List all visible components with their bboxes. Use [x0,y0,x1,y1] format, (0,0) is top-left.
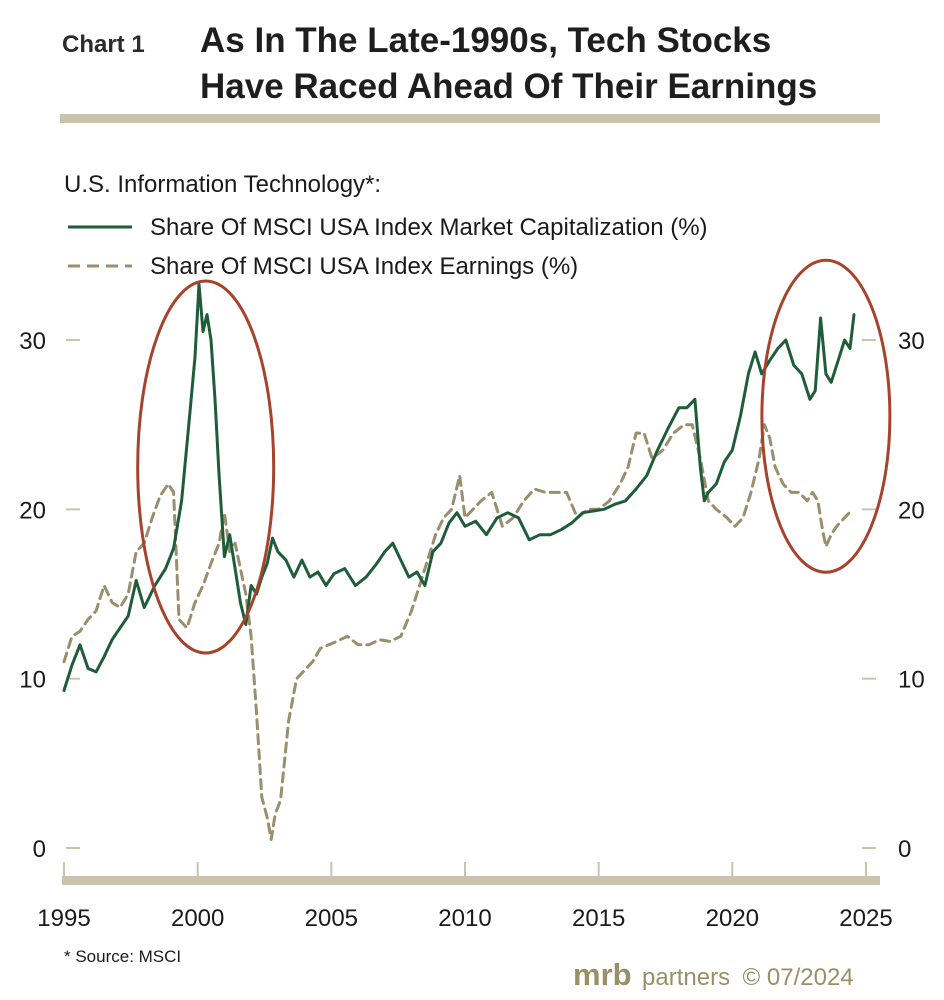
x-tick-label: 2015 [572,905,625,932]
y-tick-label-right: 30 [898,328,925,355]
y-tick-label-right: 10 [898,667,925,694]
y-tick-label-right: 0 [898,836,911,863]
x-tick-label: 2000 [171,905,224,932]
x-tick-label: 2020 [706,905,759,932]
brand-copyright: © 07/2024 [743,964,854,991]
title-rule [60,114,880,123]
brand-name: partners [642,964,730,991]
source-footnote: * Source: MSCI [64,947,181,966]
y-tick-label-left: 0 [33,836,46,863]
chart-title-line-2: Have Raced Ahead Of Their Earnings [200,67,817,106]
market-cap-share-line [62,282,856,692]
legend-label-market-cap: Share Of MSCI USA Index Market Capitaliz… [150,214,708,241]
y-tick-label-left: 10 [19,667,46,694]
brand-signature: mrb partners © 07/2024 [573,957,854,992]
chart-title-line-1: As In The Late-1990s, Tech Stocks [200,21,771,60]
legend-heading: U.S. Information Technology*: [64,171,381,198]
x-tick-label: 2005 [305,905,358,932]
highlight-circle [136,279,276,655]
highlight-circles [136,258,892,655]
x-tick-label: 2025 [839,905,892,932]
axis-ticks: 0 10 20 30 0 10 20 30 [19,328,924,863]
legend-label-earnings: Share Of MSCI USA Index Earnings (%) [150,253,578,280]
x-axis: 1995 2000 2005 2010 2015 2020 2025 [37,862,893,932]
brand-logo: mrb [573,957,632,992]
x-axis-band [62,876,880,885]
earnings-share-line [62,423,855,841]
x-tick-label: 2010 [438,905,491,932]
series-lines [62,282,856,841]
y-tick-label-left: 20 [19,497,46,524]
y-tick-label-right: 20 [898,497,925,524]
highlight-circle [760,258,892,574]
x-tick-label: 1995 [37,905,90,932]
y-tick-label-left: 30 [19,328,46,355]
chart-number-label: Chart 1 [62,31,145,58]
